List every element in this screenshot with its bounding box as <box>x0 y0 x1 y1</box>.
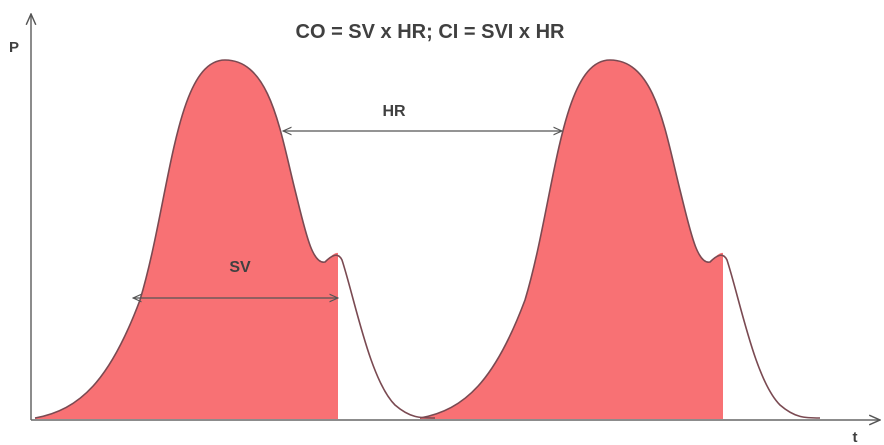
axes <box>31 14 880 420</box>
measure-arrows <box>133 131 562 298</box>
sv-label: SV <box>229 259 251 276</box>
y-axis-label: P <box>9 39 19 56</box>
title: CO = SV x HR; CI = SVI x HR <box>296 21 566 43</box>
waveform <box>34 59 821 419</box>
x-axis-label: t <box>853 429 858 445</box>
hr-label: HR <box>382 103 406 120</box>
